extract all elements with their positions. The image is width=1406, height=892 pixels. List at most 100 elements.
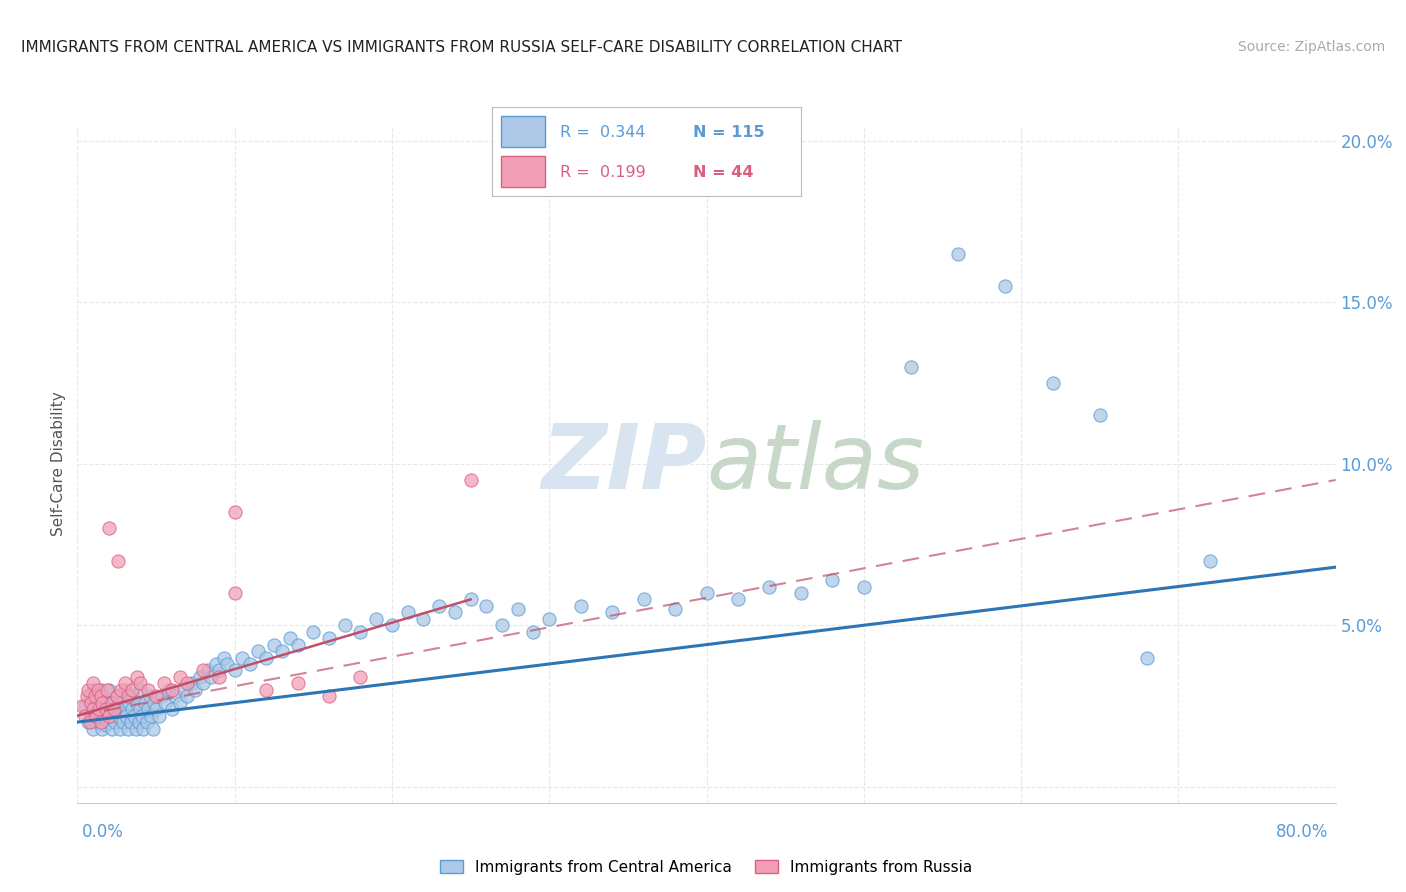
Point [160,702,183,716]
Point [318,631,340,645]
Point [93,698,115,713]
Point [1042,376,1064,391]
Point [107,708,129,723]
Point [82,702,104,716]
Point [231,650,253,665]
Point [105,690,128,704]
Point [538,612,561,626]
Text: atlas: atlas [707,420,925,508]
Point [121,682,143,697]
Point [89,702,111,716]
Text: N = 115: N = 115 [693,125,765,139]
Point [129,676,152,690]
Point [127,696,149,710]
Point [101,696,124,710]
Point [101,722,124,736]
Text: ZIP: ZIP [541,420,707,508]
Point [176,676,198,690]
Point [318,690,340,704]
Point [103,696,125,710]
Point [1136,650,1159,665]
Point [141,708,163,723]
FancyBboxPatch shape [502,116,544,147]
Text: N = 44: N = 44 [693,165,754,179]
Point [396,605,419,619]
Point [569,599,592,613]
Point [97,521,120,535]
Point [333,618,356,632]
Text: R =  0.199: R = 0.199 [560,165,645,179]
Point [90,708,112,723]
Point [821,573,844,587]
Point [132,722,155,736]
Point [91,722,114,736]
Point [145,702,167,716]
Point [224,586,246,600]
Point [105,702,128,716]
Point [143,696,166,710]
Point [427,599,450,613]
Point [117,690,139,704]
Point [84,696,107,710]
Point [111,715,134,730]
Text: R =  0.344: R = 0.344 [560,125,645,139]
Point [852,580,875,594]
Point [70,698,93,713]
Point [145,690,167,704]
Point [79,690,101,704]
Point [97,708,120,723]
Point [153,676,176,690]
Point [460,592,482,607]
Legend: Immigrants from Central America, Immigrants from Russia: Immigrants from Central America, Immigra… [434,854,979,880]
Point [89,690,111,704]
Point [758,580,780,594]
Point [107,554,129,568]
Point [97,715,120,730]
Point [150,690,173,704]
Point [173,682,195,697]
Point [204,657,226,671]
Text: IMMIGRANTS FROM CENTRAL AMERICA VS IMMIGRANTS FROM RUSSIA SELF-CARE DISABILITY C: IMMIGRANTS FROM CENTRAL AMERICA VS IMMIG… [21,40,903,55]
Point [83,690,105,704]
Point [239,657,262,671]
Point [1198,554,1220,568]
Point [110,696,132,710]
Point [263,638,285,652]
Text: 80.0%: 80.0% [1277,822,1329,840]
Point [287,676,309,690]
Point [129,702,152,716]
Point [83,702,105,716]
Point [208,664,231,678]
Point [224,664,246,678]
Point [215,657,238,671]
Point [131,708,153,723]
Point [197,664,219,678]
Point [506,602,529,616]
Point [90,690,112,704]
Text: 0.0%: 0.0% [82,822,124,840]
Point [278,631,301,645]
Point [77,715,100,730]
Point [412,612,434,626]
Point [138,690,160,704]
Point [96,682,118,697]
FancyBboxPatch shape [502,156,544,187]
Point [349,670,371,684]
Point [105,690,128,704]
Point [87,682,110,697]
Point [696,586,718,600]
Point [104,715,127,730]
Point [80,708,103,723]
Point [114,682,136,697]
Point [287,638,309,652]
Point [366,612,388,626]
Point [122,708,145,723]
Point [94,702,117,716]
Point [82,722,104,736]
Point [600,605,623,619]
Point [900,359,922,374]
Point [381,618,404,632]
Point [212,650,235,665]
Point [77,682,100,697]
Point [176,690,198,704]
